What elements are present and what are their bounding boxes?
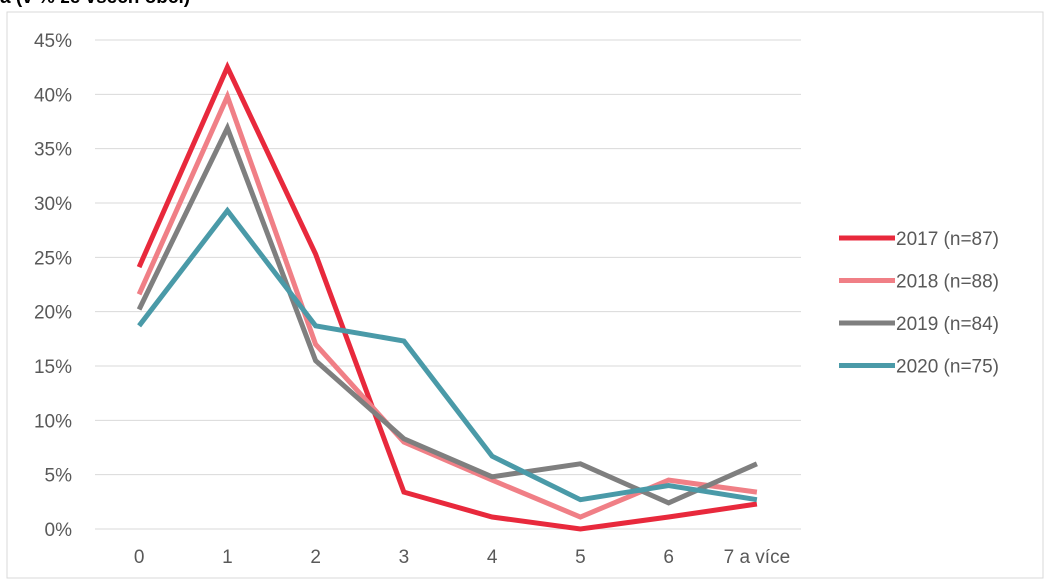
series-line-2017 (136, 61, 758, 532)
series-lines (136, 61, 758, 532)
legend: 2017 (n=87) 2018 (n=88) 2019 (n=84) 2020 (n… (839, 229, 999, 378)
x-tick-label: 0 (134, 547, 145, 568)
series-line-2020 (137, 206, 758, 503)
series-line-2019 (136, 121, 758, 506)
y-tick-label: 15% (34, 357, 72, 378)
x-tick-label: 6 (663, 547, 674, 568)
gridlines (95, 39, 801, 530)
chart-border (6, 11, 1044, 579)
legend-label: 2020 (n=75) (896, 357, 999, 378)
y-tick-label: 10% (34, 411, 72, 432)
x-tick-label: 4 (487, 547, 498, 568)
legend-label: 2018 (n=88) (896, 272, 999, 293)
y-tick-label: 35% (34, 140, 72, 161)
y-tick-label: 30% (34, 194, 72, 215)
x-tick-label: 1 (222, 547, 233, 568)
y-tick-label: 45% (34, 31, 72, 52)
y-tick-label: 5% (45, 466, 73, 487)
legend-label: 2017 (n=87) (896, 229, 999, 250)
y-tick-label: 25% (34, 248, 72, 269)
x-tick-label: 3 (399, 547, 410, 568)
y-tick-label: 0% (45, 520, 73, 541)
x-tick-label: 5 (575, 547, 586, 568)
legend-label: 2019 (n=84) (896, 314, 999, 335)
y-tick-label: 20% (34, 303, 72, 324)
x-tick-label: 7 a více (724, 547, 791, 568)
x-axis-ticks: 0 1 2 3 4 5 6 7 a více (134, 547, 790, 568)
chart-title-fragment: a (v % ze všech obcí) (0, 0, 190, 9)
series-line-2018 (136, 89, 758, 520)
y-tick-label: 40% (34, 85, 72, 106)
x-tick-label: 2 (310, 547, 321, 568)
y-axis-ticks: 0% 5% 10% 15% 20% 25% 30% 35% 40% 45% (34, 31, 72, 541)
